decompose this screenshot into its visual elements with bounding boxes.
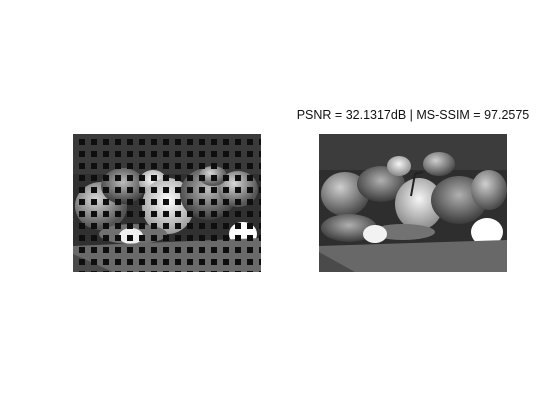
reconstructed-image-panel	[319, 134, 507, 272]
masked-image-panel	[73, 134, 261, 272]
peppers-masked-grid-icon	[73, 134, 261, 272]
metrics-title: PSNR = 32.1317dB | MS-SSIM = 97.2575	[296, 108, 530, 122]
peppers-reconstructed-icon	[319, 134, 507, 272]
